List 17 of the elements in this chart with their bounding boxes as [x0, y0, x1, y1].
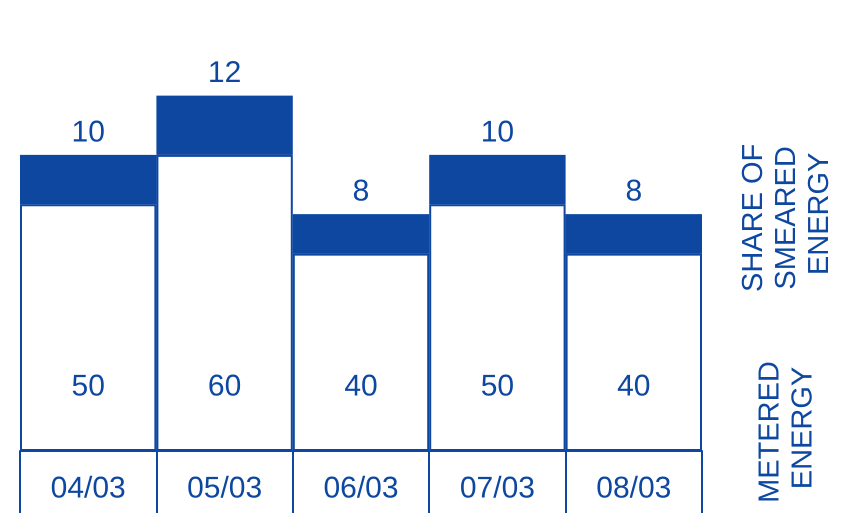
- data-label: 10: [72, 115, 105, 148]
- x-tick-label: 06/03: [323, 472, 399, 504]
- text: SHARE OF SMEARED ENERGY: [737, 136, 835, 292]
- data-label: 50: [480, 370, 514, 402]
- x-tick-label: 07/03: [460, 472, 535, 504]
- x-tick-label: 08/03: [596, 472, 672, 504]
- data-label: 40: [344, 370, 378, 402]
- data-label: 8: [625, 174, 642, 208]
- data-label: 12: [208, 56, 242, 90]
- x-tick-label: 05/03: [187, 472, 262, 504]
- data-label: 60: [208, 370, 242, 402]
- data-label: 10: [480, 115, 514, 148]
- data-label: 50: [72, 370, 105, 402]
- data-label: 40: [617, 370, 650, 402]
- x-tick-label: 04/03: [50, 472, 126, 504]
- text: METERED ENERGY: [754, 353, 818, 503]
- data-label: 8: [352, 174, 370, 208]
